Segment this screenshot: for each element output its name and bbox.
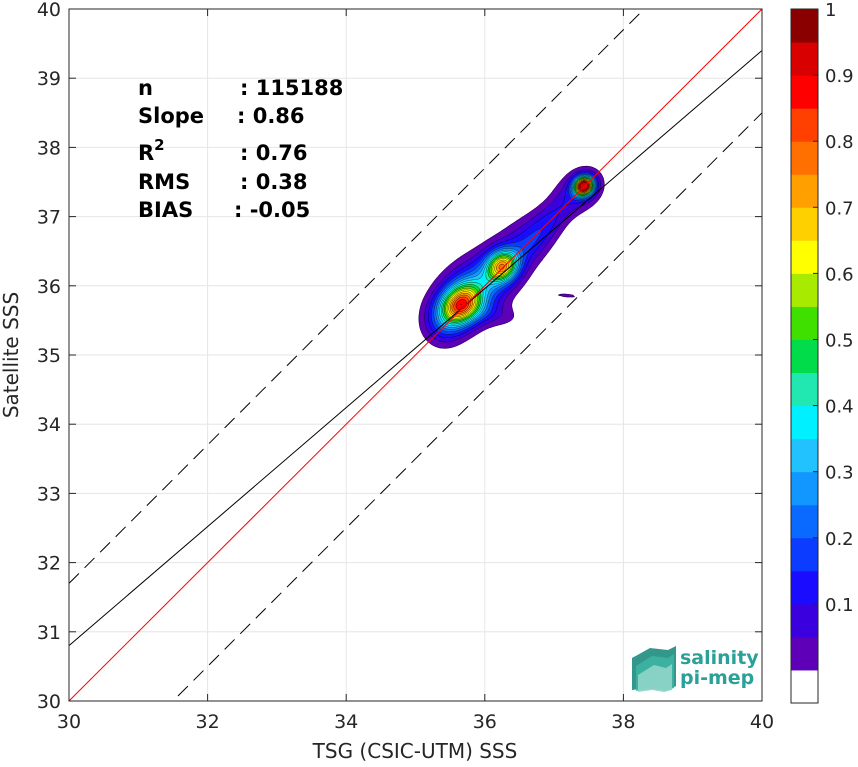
stat-rms-label: RMS — [138, 170, 190, 194]
colorbar-band — [791, 108, 818, 142]
y-tick-label: 34 — [37, 414, 61, 436]
contour-outline-2 — [424, 169, 601, 343]
colorbar-band — [791, 75, 818, 109]
pi-mep-logo: salinity pi-mep — [632, 646, 759, 692]
colorbar-tick-label: 0.4 — [825, 397, 854, 418]
y-tick-label: 32 — [37, 553, 61, 575]
colorbar-band — [791, 9, 818, 43]
x-tick-label: 36 — [473, 711, 497, 733]
stat-r2-superscript: 2 — [154, 136, 164, 154]
colorbar — [791, 9, 818, 704]
colorbar-tick-label: 1 — [825, 0, 836, 21]
colorbar-band — [791, 339, 818, 374]
x-tick-label: 30 — [57, 711, 81, 733]
y-tick-label: 36 — [37, 276, 61, 298]
colorbar-tick-label: 0.6 — [825, 264, 854, 285]
upper-bound-line — [69, 9, 645, 584]
colorbar-frame — [790, 8, 819, 704]
logo-text-salinity: salinity — [680, 647, 759, 669]
colorbar-band — [791, 42, 818, 76]
y-tick-label: 40 — [37, 0, 61, 21]
stat-slope-value: : 0.86 — [237, 104, 305, 128]
contour-outline-7 — [437, 175, 595, 328]
y-tick-label: 38 — [37, 137, 61, 159]
identity-line — [69, 9, 762, 701]
colorbar-band — [791, 504, 818, 539]
grid — [68, 8, 763, 702]
colorbar-tick-label: 0.3 — [825, 463, 854, 484]
stat-slope-label: Slope — [138, 104, 204, 128]
colorbar-band — [791, 372, 818, 407]
lower-bound-line — [172, 112, 762, 701]
colorbar-band — [791, 273, 818, 307]
density-contours — [418, 165, 605, 349]
contour-outline-4 — [431, 172, 598, 335]
y-tick-label: 37 — [37, 207, 61, 229]
colorbar-tick-label: 0.5 — [825, 330, 854, 351]
contour-outline-3 — [428, 171, 599, 338]
colorbar-band — [791, 405, 818, 440]
contour-outline-1 — [418, 165, 605, 349]
colorbar-band — [791, 174, 818, 208]
contour-outline-5 — [433, 173, 597, 333]
x-tick-label: 40 — [750, 711, 774, 733]
colorbar-band — [791, 240, 818, 274]
colorbar-ticks: 0.1 0.2 0.3 0.4 0.5 0.6 0.7 0.8 0.9 1 — [813, 0, 854, 616]
contour-outline-9 — [440, 176, 594, 325]
x-tick-label: 32 — [196, 711, 220, 733]
x-axis-ticks: 30 32 34 36 38 40 — [57, 9, 774, 733]
stat-bias-label: BIAS — [138, 198, 193, 222]
stat-r2-value: : 0.76 — [240, 141, 308, 165]
y-tick-label: 39 — [37, 68, 61, 90]
colorbar-band — [791, 306, 818, 340]
colorbar-band — [791, 207, 818, 241]
stat-bias-value: : -0.05 — [234, 198, 310, 222]
reference-lines — [69, 9, 762, 701]
stat-rms-value: : 0.38 — [240, 170, 308, 194]
stat-n-label: n — [138, 76, 153, 100]
y-tick-label: 35 — [37, 345, 61, 367]
logo-wave-icon — [632, 646, 676, 692]
y-tick-label: 33 — [37, 483, 61, 505]
colorbar-band — [791, 141, 818, 175]
y-tick-label: 31 — [37, 622, 61, 644]
colorbar-band — [791, 537, 818, 572]
colorbar-band — [791, 570, 818, 605]
colorbar-tick-label: 0.7 — [825, 198, 854, 219]
contour-outline-17 — [453, 181, 590, 313]
colorbar-tick-label: 0.8 — [825, 132, 854, 153]
x-tick-label: 34 — [334, 711, 358, 733]
logo-text-pi-mep: pi-mep — [680, 667, 754, 689]
contour-outline-6 — [435, 174, 596, 330]
contour-outline-15 — [449, 179, 591, 316]
stats-box: n : 115188 Slope : 0.86 R2 : 0.76 RMS : … — [138, 76, 343, 222]
y-tick-label: 30 — [37, 691, 61, 713]
stat-r2-label: R2 — [138, 136, 165, 165]
x-tick-label: 38 — [611, 711, 635, 733]
colorbar-band — [791, 603, 818, 638]
y-axis-ticks: 30 31 32 33 34 35 36 37 38 39 40 — [37, 0, 762, 713]
colorbar-tick-label: 0.9 — [825, 66, 854, 87]
y-axis-label: Satellite SSS — [0, 292, 23, 418]
x-axis-label: TSG (CSIC-UTM) SSS — [312, 739, 518, 763]
colorbar-band — [791, 471, 818, 506]
colorbar-band — [791, 636, 818, 671]
colorbar-tick-label: 0.2 — [825, 529, 854, 550]
stat-n-value: : 115188 — [240, 76, 343, 100]
regression-fit-line — [69, 50, 762, 647]
colorbar-band — [791, 669, 818, 704]
colorbar-band — [791, 438, 818, 473]
colorbar-tick-label: 0.1 — [825, 595, 854, 616]
